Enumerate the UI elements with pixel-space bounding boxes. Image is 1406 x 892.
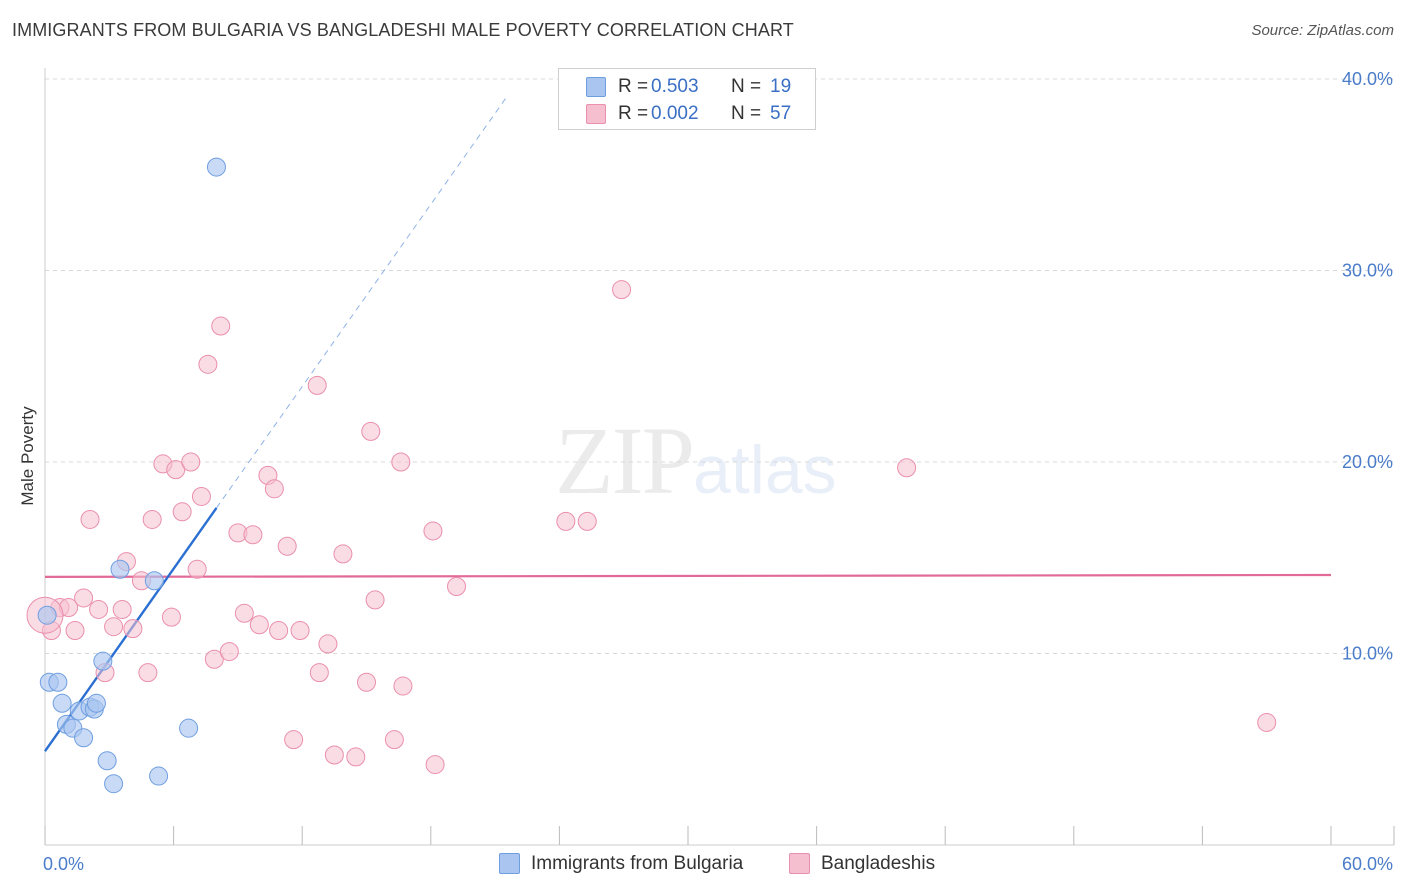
- bangladeshis-point: [161, 607, 181, 627]
- y-tick-label: 20.0%: [1342, 452, 1393, 472]
- bangladeshis-point: [309, 663, 329, 683]
- bangladeshis-point: [187, 559, 207, 579]
- bangladeshis-point: [423, 521, 443, 541]
- bangladeshis-point: [391, 452, 411, 472]
- y-tick-label: 30.0%: [1342, 261, 1393, 281]
- bangladeshis-point: [577, 511, 597, 531]
- legend-r-label: R =: [618, 76, 649, 97]
- stats-legend: R = 0.503 N = 19 R = 0.002 N = 57: [558, 68, 816, 130]
- bangladeshis-point: [612, 280, 632, 300]
- bulgaria-point: [206, 157, 226, 177]
- bangladeshis-point: [556, 511, 576, 531]
- legend-n-label: N =: [731, 76, 762, 97]
- bangladeshis-point: [80, 509, 100, 529]
- chart-title: IMMIGRANTS FROM BULGARIA VS BANGLADESHI …: [12, 20, 794, 40]
- axes: [44, 68, 1395, 846]
- bangladeshis-point: [357, 672, 376, 692]
- bangladeshis-points: [26, 280, 1277, 775]
- bangladeshis-point: [138, 663, 158, 683]
- bangladeshis-point: [123, 619, 143, 639]
- x-tick-label-max: 60.0%: [1342, 854, 1393, 874]
- bulgaria-point: [93, 651, 113, 671]
- bangladeshis-point: [269, 621, 289, 641]
- bulgaria-point: [110, 559, 130, 579]
- bulgaria-point: [52, 693, 72, 713]
- bulgaria-point: [144, 571, 164, 591]
- bangladeshis-point: [74, 588, 94, 608]
- bulgaria-point: [74, 728, 94, 748]
- bangladeshis-point: [361, 421, 381, 441]
- bulgaria-points: [37, 157, 226, 794]
- bangladeshis-point: [89, 599, 109, 619]
- bulgaria-point: [149, 766, 169, 786]
- bottom-legend-swatch-pink: [789, 853, 810, 874]
- legend-r-value: 0.503: [651, 76, 699, 97]
- bottom-legend-label-bulgaria: Immigrants from Bulgaria: [531, 853, 744, 874]
- legend-r-label: R =: [618, 103, 649, 124]
- bangladeshis-point: [277, 536, 297, 556]
- bangladeshis-point: [112, 599, 132, 619]
- source-label: Source: ZipAtlas.com: [1251, 22, 1394, 39]
- bangladeshis-point: [346, 747, 366, 767]
- bangladeshis-point: [166, 460, 186, 480]
- legend-n-value: 19: [770, 76, 792, 97]
- bangladeshis-point: [318, 634, 338, 654]
- bulgaria-point: [179, 718, 199, 738]
- bangladeshis-point: [897, 458, 917, 478]
- bangladeshis-point: [104, 617, 124, 637]
- bulgaria-trend-extension: [216, 97, 507, 509]
- bangladeshis-point: [284, 730, 304, 750]
- bangladeshis-point: [425, 755, 445, 775]
- bottom-legend-swatch-blue: [499, 853, 520, 874]
- legend-n-label: N =: [731, 103, 762, 124]
- bangladeshis-point: [219, 642, 239, 662]
- bulgaria-point: [104, 774, 124, 794]
- bulgaria-point: [37, 605, 57, 625]
- x-tick-label-min: 0.0%: [43, 854, 84, 874]
- bangladeshis-point: [172, 502, 192, 522]
- legend-n-value: 57: [770, 103, 792, 124]
- bulgaria-point: [97, 751, 117, 771]
- grid-lines: [45, 78, 1395, 654]
- watermark-atlas: atlas: [693, 432, 837, 508]
- legend-swatch-blue: [586, 77, 606, 97]
- watermark: ZIPatlas: [555, 405, 837, 516]
- bangladeshis-point: [198, 354, 218, 374]
- watermark-zip: ZIP: [555, 407, 695, 514]
- y-tick-label: 40.0%: [1342, 69, 1393, 89]
- bangladeshis-point: [204, 649, 224, 669]
- tick-labels: 10.0% 20.0% 30.0% 40.0% 0.0% 60.0%: [43, 69, 1393, 874]
- bulgaria-point: [86, 693, 106, 713]
- bangladeshis-point: [249, 615, 269, 635]
- legend-swatch-pink: [586, 104, 606, 124]
- bangladeshis-point: [234, 603, 254, 623]
- bangladeshis-point: [290, 621, 310, 641]
- bangladeshis-point: [142, 509, 162, 529]
- bangladeshis-point: [211, 316, 231, 336]
- bangladeshis-point: [324, 745, 344, 765]
- bottom-legend-label-bangladeshis: Bangladeshis: [821, 853, 936, 874]
- bangladeshis-point: [1257, 712, 1277, 732]
- bangladeshis-point: [65, 621, 85, 641]
- bangladeshis-point: [333, 544, 353, 564]
- bangladeshis-trend-line: [44, 573, 1332, 579]
- legend-r-value: 0.002: [651, 103, 699, 124]
- y-tick-label: 10.0%: [1342, 644, 1393, 664]
- bangladeshis-point: [191, 486, 211, 506]
- bangladeshis-point: [447, 576, 467, 596]
- bangladeshis-point: [365, 590, 385, 610]
- bangladeshis-point: [384, 730, 404, 750]
- bangladeshis-point: [243, 525, 263, 545]
- bangladeshis-point: [264, 479, 284, 499]
- bangladeshis-point: [181, 452, 201, 472]
- bangladeshis-point: [307, 375, 327, 395]
- bangladeshis-point: [393, 676, 413, 696]
- bulgaria-point: [48, 672, 68, 692]
